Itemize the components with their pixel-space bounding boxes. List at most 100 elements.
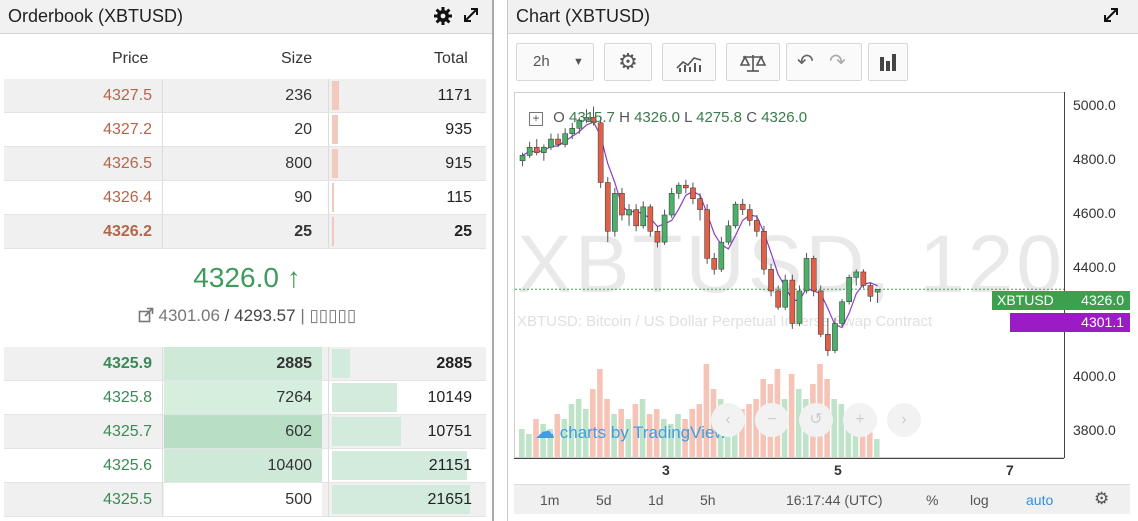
bid-row[interactable]: 4325.9 2885 2885	[4, 347, 486, 381]
percent-scale-toggle[interactable]: %	[926, 492, 939, 508]
order-total: 2885	[436, 355, 472, 372]
bar-style-button[interactable]	[868, 43, 908, 81]
total-depth-bar	[332, 115, 338, 144]
range-1d[interactable]: 1d	[648, 492, 664, 508]
ohlc-high: 4326.0	[634, 109, 680, 126]
candle	[697, 198, 703, 210]
candle	[541, 146, 547, 153]
mark-price-tag: 4301.1	[1010, 313, 1130, 332]
time-axis-tick: 7	[1006, 462, 1014, 478]
expand-icon[interactable]	[462, 6, 482, 26]
size-depth-bar	[164, 415, 322, 448]
size-depth-bar	[164, 449, 322, 482]
mark-price[interactable]: 4301.06	[158, 306, 220, 325]
candlestick-chart	[515, 106, 1064, 457]
auto-scale-toggle[interactable]: auto	[1026, 492, 1054, 508]
chart-bottom-bar: 1m 5d 1d 5h 16:17:44 (UTC) % log auto ⚙	[514, 484, 1130, 514]
legend-toggle-icon[interactable]: +	[529, 112, 543, 126]
volume-bar	[639, 399, 646, 457]
order-total: 10149	[427, 389, 473, 406]
undo-icon[interactable]: ↶	[797, 51, 814, 73]
bid-row[interactable]: 4325.6 10400 21151	[4, 449, 486, 483]
redo-icon[interactable]: ↷	[829, 51, 846, 73]
ask-row[interactable]: 4326.4 90 115	[4, 181, 486, 215]
candle	[768, 268, 774, 292]
column-price: Price	[112, 50, 149, 67]
last-price: 4326.0 ↑	[0, 262, 494, 294]
candle	[775, 290, 781, 308]
order-price: 4325.6	[103, 457, 152, 474]
orderbook-header: Orderbook (XBTUSD)	[0, 0, 492, 34]
tradingview-branding[interactable]: ☁ charts by TradingView	[535, 419, 727, 444]
chart-plot-area[interactable]: XBTUSD, 120 XBTUSD: Bitcoin / US Dollar …	[514, 92, 1064, 458]
ask-row[interactable]: 4326.5 800 915	[4, 147, 486, 181]
chart-header: Chart (XBTUSD)	[508, 0, 1138, 34]
bid-row[interactable]: 4325.8 7264 10149	[4, 381, 486, 415]
gear-icon[interactable]	[433, 6, 453, 26]
order-size: 602	[285, 423, 312, 440]
candle	[711, 258, 718, 270]
candle	[725, 225, 732, 243]
order-total: 21651	[427, 491, 473, 508]
volume-bar	[540, 424, 546, 457]
candle	[675, 184, 682, 194]
bid-row[interactable]: 4325.7 602 10751	[4, 415, 486, 449]
candle	[597, 122, 604, 183]
candle	[739, 203, 746, 210]
ask-row[interactable]: 4327.5 236 1171	[4, 79, 486, 113]
candle	[718, 241, 725, 270]
volume-bar	[788, 374, 795, 457]
scroll-right-icon[interactable]: ›	[887, 403, 921, 437]
candle	[533, 146, 540, 153]
settings-button[interactable]: ⚙	[604, 43, 652, 81]
range-1m[interactable]: 1m	[540, 492, 560, 508]
volume-bar	[625, 419, 632, 457]
range-5h[interactable]: 5h	[700, 492, 716, 508]
order-size: 10400	[267, 457, 313, 474]
indicators-button[interactable]	[662, 43, 716, 81]
interval-value: 2h	[533, 53, 550, 70]
candle	[846, 277, 852, 303]
order-price: 4325.5	[103, 491, 152, 508]
volume-bar	[874, 439, 880, 457]
gear-icon[interactable]: ⚙	[1094, 489, 1110, 508]
interval-select[interactable]: 2h ▼	[516, 43, 594, 81]
orderbook-panel: Orderbook (XBTUSD) Price Size Total 4327…	[0, 0, 494, 521]
time-axis[interactable]: 3 5 7	[514, 458, 1064, 482]
order-price: 4327.2	[103, 121, 152, 138]
volume-bar	[646, 414, 653, 457]
volume-bar	[547, 429, 553, 457]
candle	[704, 209, 710, 259]
ask-row[interactable]: 4326.2 25 25	[4, 215, 486, 249]
candle	[853, 271, 860, 278]
price-axis-tick: 4400.0	[1073, 259, 1116, 276]
scroll-left-icon[interactable]: ‹	[711, 403, 745, 437]
candle	[569, 127, 576, 134]
total-depth-bar	[332, 417, 401, 446]
candle	[782, 279, 789, 308]
order-total: 915	[445, 155, 472, 172]
reset-icon[interactable]: ↺	[799, 403, 833, 437]
chart-watermark-subtitle: XBTUSD: Bitcoin / US Dollar Perpetual In…	[517, 313, 933, 330]
compare-button[interactable]	[726, 43, 780, 81]
size-depth-bar	[164, 483, 322, 516]
candle	[746, 209, 753, 221]
zoom-in-icon[interactable]: +	[843, 403, 877, 437]
utc-clock[interactable]: 16:17:44 (UTC)	[786, 492, 883, 508]
expand-icon[interactable]	[1102, 6, 1122, 26]
range-5d[interactable]: 5d	[596, 492, 612, 508]
zoom-out-icon[interactable]: −	[755, 403, 789, 437]
external-link-icon[interactable]	[138, 307, 154, 323]
volume-bar	[568, 404, 575, 457]
volume-bar	[661, 419, 667, 457]
ask-row[interactable]: 4327.2 20 935	[4, 113, 486, 147]
scales-icon	[739, 55, 767, 72]
log-scale-toggle[interactable]: log	[970, 492, 989, 508]
branding-text: charts by TradingView	[559, 423, 727, 442]
gear-icon: ⚙	[618, 49, 638, 74]
candle	[817, 290, 824, 335]
size-depth-bar	[164, 381, 322, 414]
price-axis[interactable]: 5000.04800.04600.04400.04200.04000.03800…	[1064, 92, 1130, 458]
candle	[548, 138, 554, 148]
bid-row[interactable]: 4325.5 500 21651	[4, 483, 486, 517]
